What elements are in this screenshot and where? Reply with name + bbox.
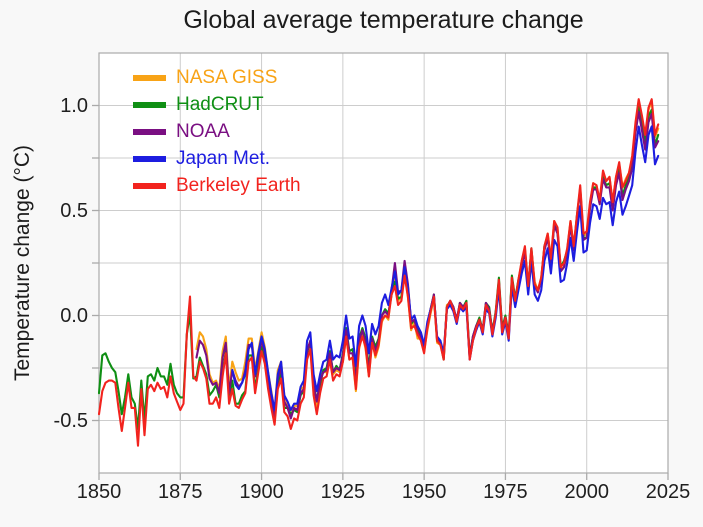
legend-label: Japan Met. bbox=[176, 147, 270, 169]
legend-label: NOAA bbox=[176, 120, 230, 142]
chart-title: Global average temperature change bbox=[183, 6, 584, 34]
x-tick-label-2000: 2000 bbox=[564, 481, 609, 503]
x-tick-label-1875: 1875 bbox=[158, 481, 203, 503]
legend-label: Berkeley Earth bbox=[176, 174, 301, 196]
x-tick-label-1950: 1950 bbox=[401, 481, 447, 503]
legend-swatch-icon bbox=[133, 128, 166, 135]
y-tick-label-0.0: 0.0 bbox=[60, 304, 88, 327]
x-tick-label-1850: 1850 bbox=[76, 481, 122, 503]
x-tick-label-1975: 1975 bbox=[483, 481, 528, 503]
legend-swatch-icon bbox=[133, 74, 166, 81]
x-tick-label-1900: 1900 bbox=[239, 481, 284, 503]
legend-swatch-icon bbox=[133, 101, 166, 108]
legend-swatch-icon bbox=[133, 182, 166, 189]
legend-item: Berkeley Earth bbox=[133, 172, 301, 199]
y-tick-label-1.0: 1.0 bbox=[60, 94, 88, 117]
legend-swatch-icon bbox=[133, 155, 166, 162]
legend-item: Japan Met. bbox=[133, 145, 301, 172]
legend-label: NASA GISS bbox=[176, 66, 278, 88]
x-tick-label-2025: 2025 bbox=[645, 481, 691, 503]
axes-spines bbox=[98, 52, 669, 474]
series-line-berkeley-earth bbox=[97, 98, 660, 447]
legend-label: HadCRUT bbox=[176, 93, 264, 115]
legend: NASA GISS HadCRUT NOAA Japan Met. Berkeley E… bbox=[133, 64, 301, 199]
x-tick-label-1925: 1925 bbox=[320, 481, 366, 503]
legend-item: NASA GISS bbox=[133, 64, 301, 91]
legend-item: HadCRUT bbox=[133, 91, 301, 118]
y-tick-label-0.5: 0.5 bbox=[60, 199, 88, 222]
y-tick-label--0.5: -0.5 bbox=[53, 409, 88, 432]
legend-item: NOAA bbox=[133, 118, 301, 145]
